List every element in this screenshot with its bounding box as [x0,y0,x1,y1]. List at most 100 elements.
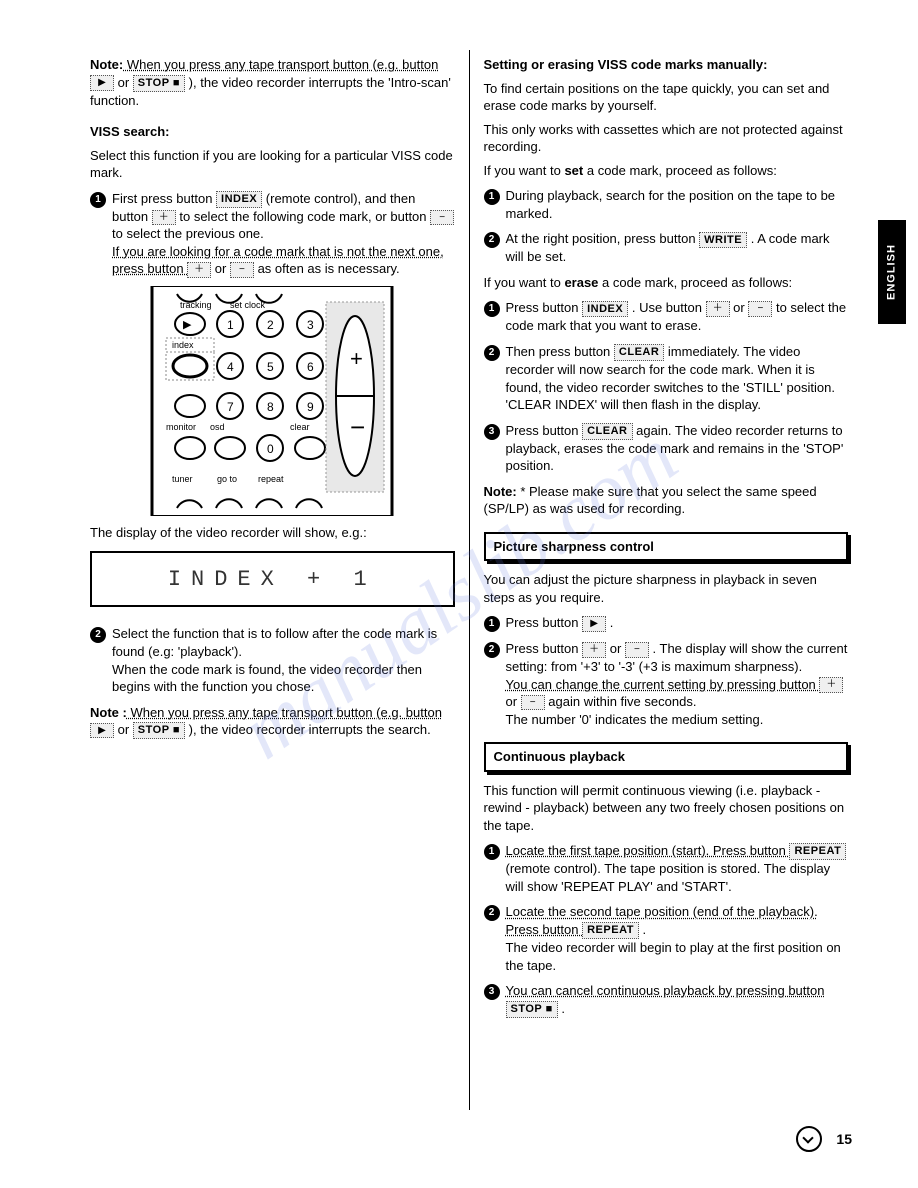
sh2or: or [606,641,625,656]
minus-button-icon-s: − [625,642,649,658]
s1d: to select the previous one. [112,226,264,241]
note-bottom: Note : When you press any tape transport… [90,704,455,740]
cs1b: (remote control). The tape position is s… [506,861,831,894]
es2a: Then press button [506,344,614,359]
svg-text:3: 3 [307,318,314,332]
manual-page: manualslib.com ENGLISH Note: When you pr… [0,0,918,1188]
svg-text:1: 1 [227,318,234,332]
sh1a: Press button [506,615,583,630]
svg-text:index: index [172,340,194,350]
set-step-1: 1 During playback, search for the positi… [484,187,849,222]
cs3b: . [558,1001,565,1016]
set-step-num-2: 2 [484,232,500,248]
write-button-icon: WRITE [699,232,747,249]
svg-text:4: 4 [227,360,234,374]
erase-step-3: 3 Press button CLEAR again. The video re… [484,422,849,475]
recycle-icon [796,1126,822,1152]
index-button-icon: INDEX [216,191,262,208]
clear-button-icon-2: CLEAR [582,423,632,440]
set-intro-c: a code mark, proceed as follows: [583,163,777,178]
sh2c: You can change the current setting by pr… [506,677,820,692]
s1c: to select the following code mark, or bu… [176,209,430,224]
cs2c: The video recorder will begin to play at… [506,940,841,973]
step-number-2: 2 [90,627,106,643]
two-column-layout: Note: When you press any tape transport … [80,50,858,1110]
erase-step-num-2: 2 [484,345,500,361]
svg-text:repeat: repeat [258,474,284,484]
sh2a: Press button [506,641,583,656]
svg-text:tuner: tuner [172,474,193,484]
minus-button-icon-2: − [230,262,254,278]
sh2or2: or [506,694,521,709]
erase-step-body-2: Then press button CLEAR immediately. The… [506,343,849,414]
right-note: Note: * Please make sure that you select… [484,483,849,518]
s1f: as often as is necessary. [254,261,400,276]
minus-button-icon-r: − [748,301,772,317]
svg-text:−: − [350,412,365,442]
cont-step-body-3: You can cancel continuous playback by pr… [506,982,849,1018]
right-intro2: This only works with cassettes which are… [484,121,849,156]
sh2d: again within five seconds. [545,694,697,709]
sharp-step-1: 1 Press button ▶ . [484,614,849,632]
erase-intro-b: erase [564,275,598,290]
plus-button-icon-s2: ＋ [819,677,843,693]
note-bottom-b: ), the video recorder interrupts the sea… [185,722,431,737]
note-bottom-a: When you press any tape transport button… [127,705,442,720]
sh2e: The number '0' indicates the medium sett… [506,712,764,727]
svg-text:set clock: set clock [230,300,266,310]
s1or: or [211,261,230,276]
sharp-step-num-2: 2 [484,642,500,658]
continuous-heading: Continuous playback [484,742,849,772]
step-body-1: First press button INDEX (remote control… [112,190,455,278]
erase-step-2: 2 Then press button CLEAR immediately. T… [484,343,849,414]
sharp-step-body-2: Press button ＋ or − . The display will s… [506,640,849,728]
stop-button-icon-3: STOP ■ [506,1001,558,1018]
erase-intro-a: If you want to [484,275,565,290]
svg-text:▶: ▶ [183,319,192,331]
play-icon-3: ▶ [582,616,606,632]
s1a: First press button [112,191,216,206]
left-step-2: 2 Select the function that is to follow … [90,625,455,695]
set-intro: If you want to set a code mark, proceed … [484,162,849,180]
svg-text:clear: clear [290,422,310,432]
note-top: Note: When you press any tape transport … [90,56,455,109]
cont-step-body-1: Locate the first tape position (start). … [506,842,849,895]
plus-button-icon-2: ＋ [187,262,211,278]
left-column: Note: When you press any tape transport … [80,50,470,1110]
play-icon-2: ▶ [90,723,114,739]
erase-intro: If you want to erase a code mark, procee… [484,274,849,292]
erase-step-body-3: Press button CLEAR again. The video reco… [506,422,849,475]
s2a: Select the function that is to follow af… [112,626,437,659]
svg-text:5: 5 [267,360,274,374]
cont-step-body-2: Locate the second tape position (end of … [506,903,849,974]
page-number: 15 [836,1130,852,1149]
stop-button-icon-2: STOP ■ [133,722,185,739]
svg-text:8: 8 [267,400,274,414]
svg-text:+: + [350,346,363,371]
continuous-intro: This function will permit continuous vie… [484,782,849,835]
cont-step-num-3: 3 [484,984,500,1000]
erase-step-body-1: Press button INDEX . Use button ＋ or − t… [506,299,849,335]
note-text-a: When you press any tape transport button… [123,57,438,72]
erase-step-1: 1 Press button INDEX . Use button ＋ or −… [484,299,849,335]
index-button-icon-r: INDEX [582,301,628,318]
minus-button-icon: − [430,210,454,226]
right-note-label: Note: [484,484,517,499]
cs3a: You can cancel continuous playback by pr… [506,983,825,998]
minus-button-icon-s2: − [521,695,545,711]
play-icon: ▶ [90,75,114,91]
svg-text:monitor: monitor [166,422,196,432]
cont-step-num-1: 1 [484,844,500,860]
stop-button-icon: STOP ■ [133,75,185,92]
right-note-a: * Please make sure that you select the s… [484,484,817,517]
set-intro-a: If you want to [484,163,565,178]
plus-button-icon-r: ＋ [706,301,730,317]
es3a: Press button [506,423,583,438]
sharp-step-num-1: 1 [484,616,500,632]
sh1b: . [606,615,613,630]
svg-text:tracking: tracking [180,300,212,310]
plus-button-icon-s: ＋ [582,642,606,658]
cs2a: Locate the second tape position (end of … [506,904,818,937]
set-step-2: 2 At the right position, press button WR… [484,230,849,266]
step-number-1: 1 [90,192,106,208]
